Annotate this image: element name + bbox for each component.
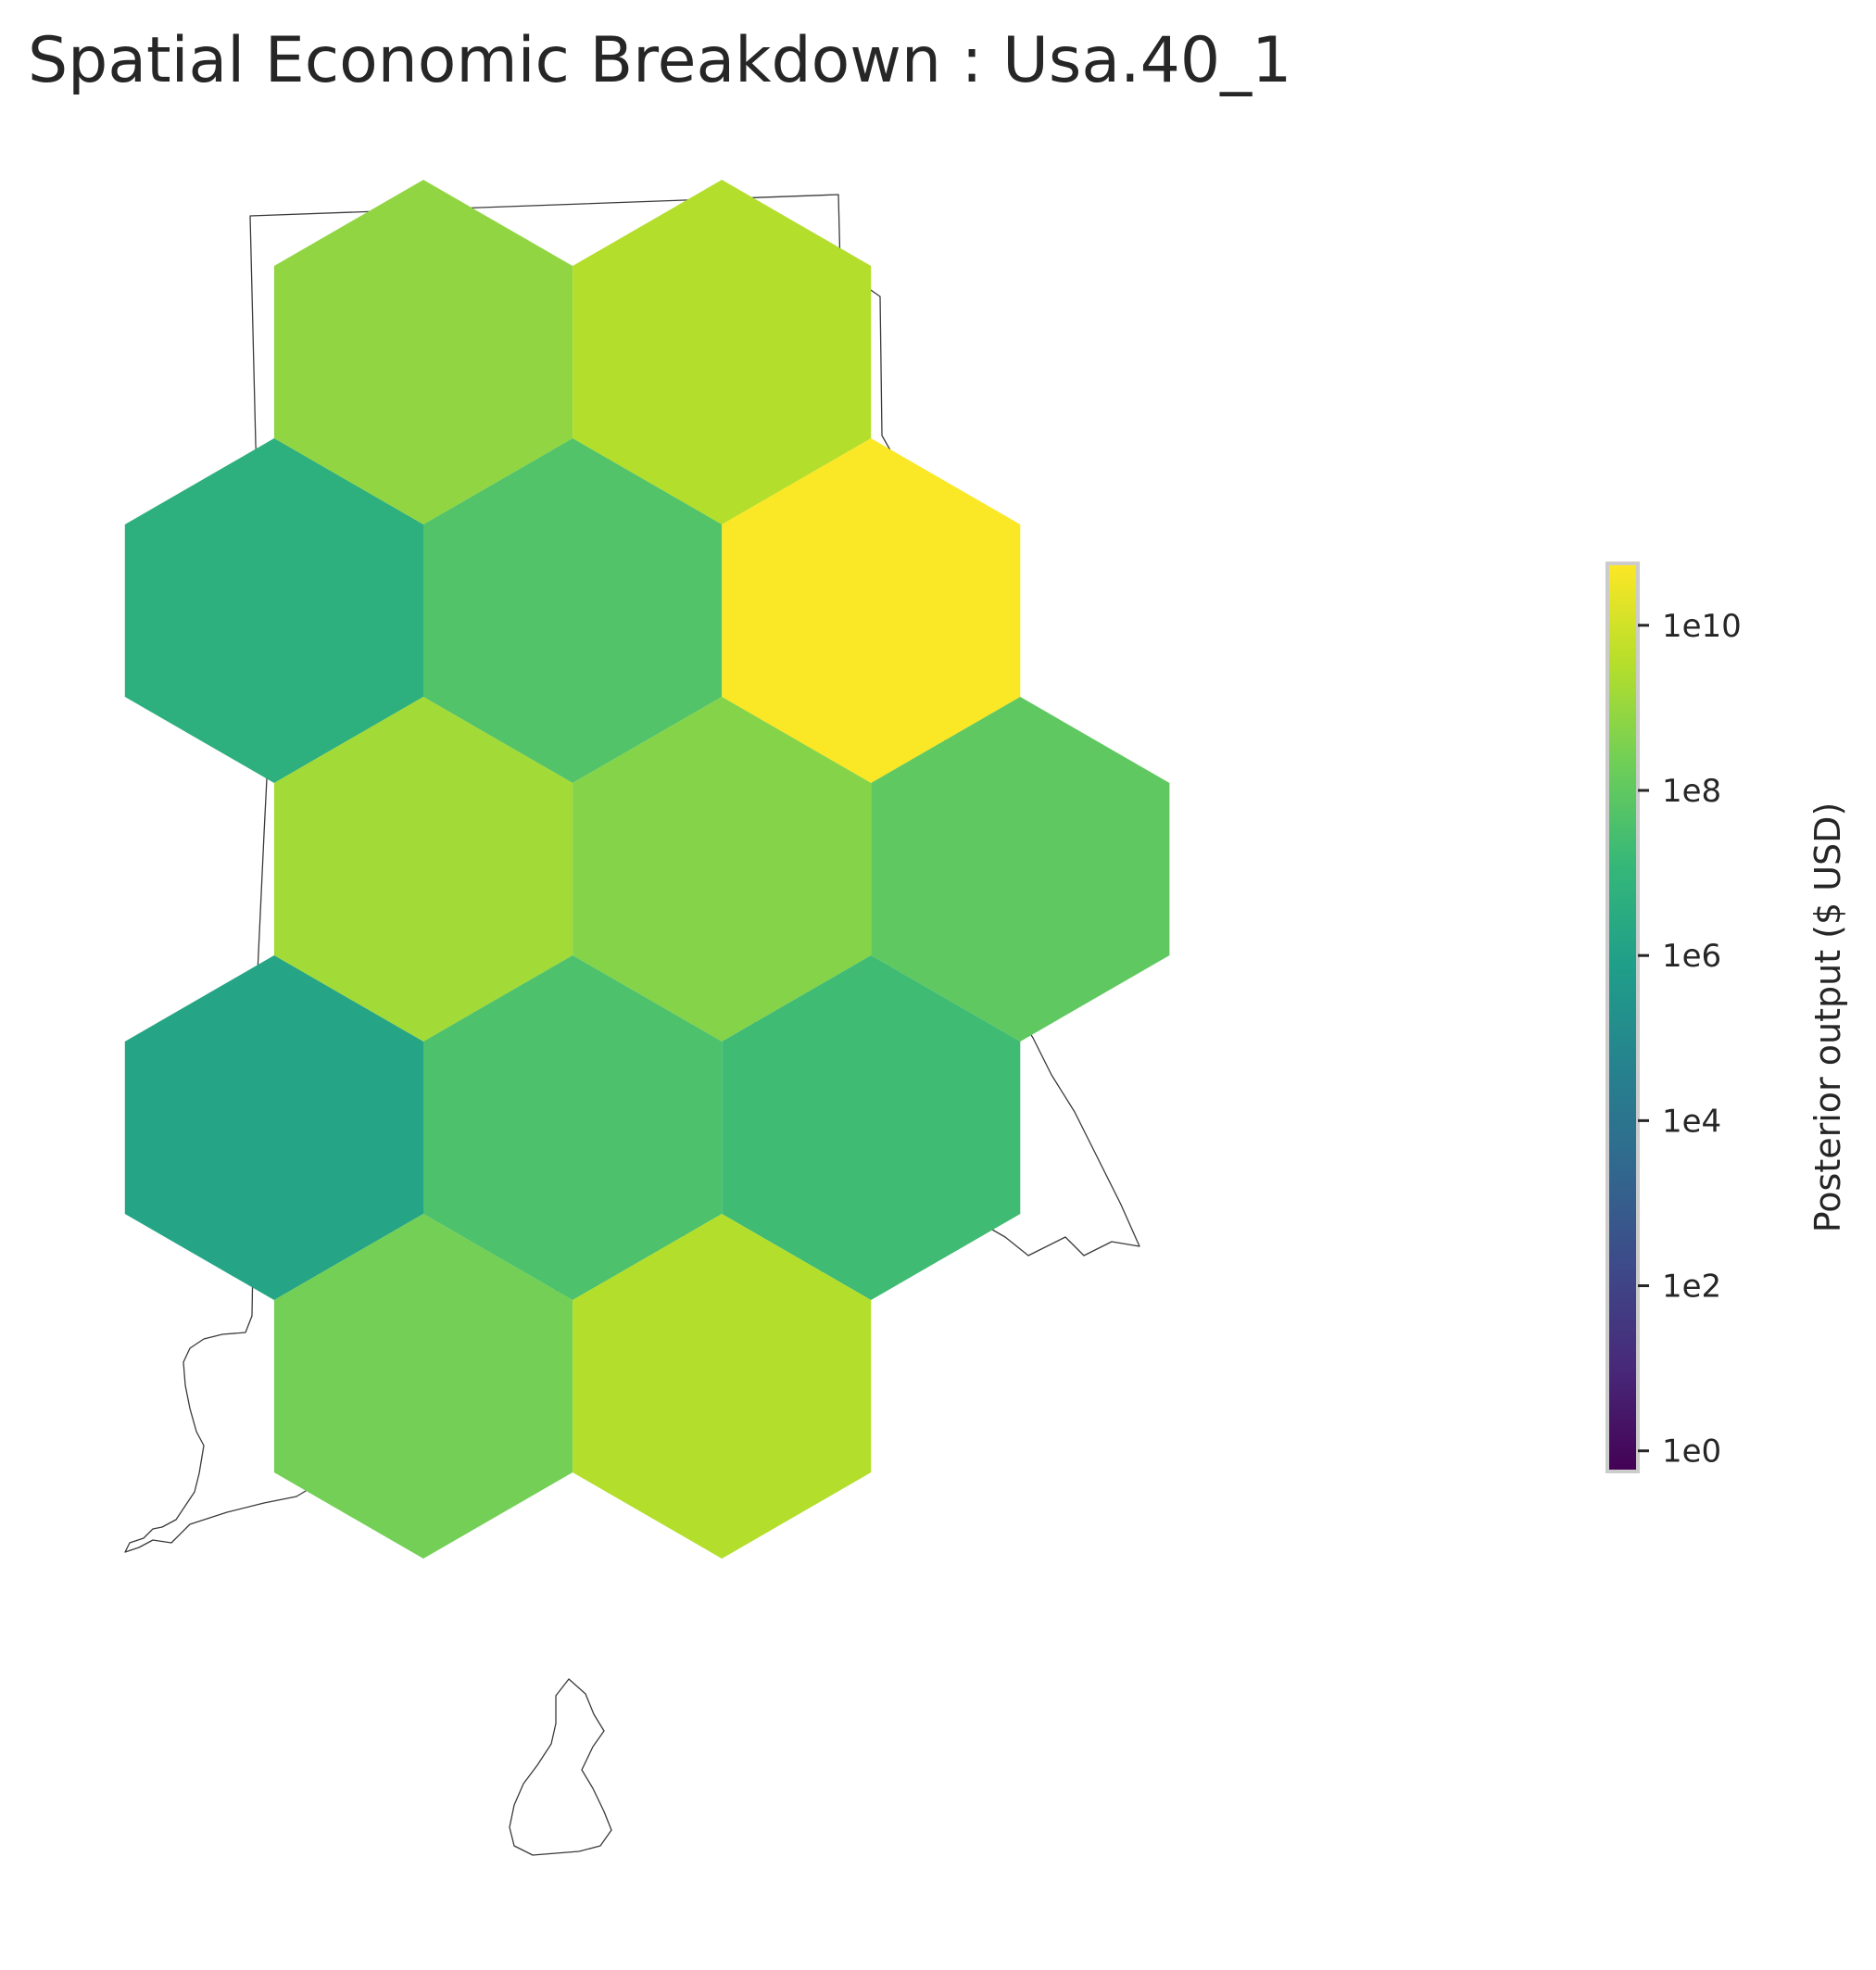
colorbar-tick-label: 1e10 [1662,608,1742,645]
hex-cell [722,438,1021,783]
colorbar-frame [1605,562,1640,1473]
hex-cell [273,1214,573,1559]
colorbar-tick-label: 1e4 [1662,1103,1721,1140]
hex-cell [124,438,424,783]
hex-cell [273,180,573,524]
colorbar-ticks: 1e0 1e2 1e4 1e6 1e8 1e10 [1638,608,1742,1471]
colorbar-label: Posterior output ($ USD) [1807,802,1848,1233]
hex-cell [573,697,872,1042]
hex-cell [573,180,872,524]
map-title: Spatial Economic Breakdown : Usa.40_1 [28,24,1291,97]
colorbar: 1e0 1e2 1e4 1e6 1e8 1e10 Posterior output ($ … [1605,562,1848,1473]
hex-cell [573,1214,872,1559]
colorbar-tick-label: 1e2 [1662,1269,1721,1306]
hex-cell [124,955,424,1300]
island-boundary [509,1678,612,1856]
hexbin-layer [124,180,1170,1559]
colorbar-tick-label: 1e8 [1662,773,1721,810]
hex-cell [871,697,1170,1042]
map-area [124,180,1170,1856]
colorbar-tick-label: 1e6 [1662,938,1721,975]
colorbar-tick-label: 1e0 [1662,1433,1721,1471]
hex-cell [423,955,723,1300]
hex-cell [273,697,573,1042]
hex-cell [722,955,1021,1300]
hex-cell [423,438,723,783]
colorbar-gradient [1607,563,1638,1471]
